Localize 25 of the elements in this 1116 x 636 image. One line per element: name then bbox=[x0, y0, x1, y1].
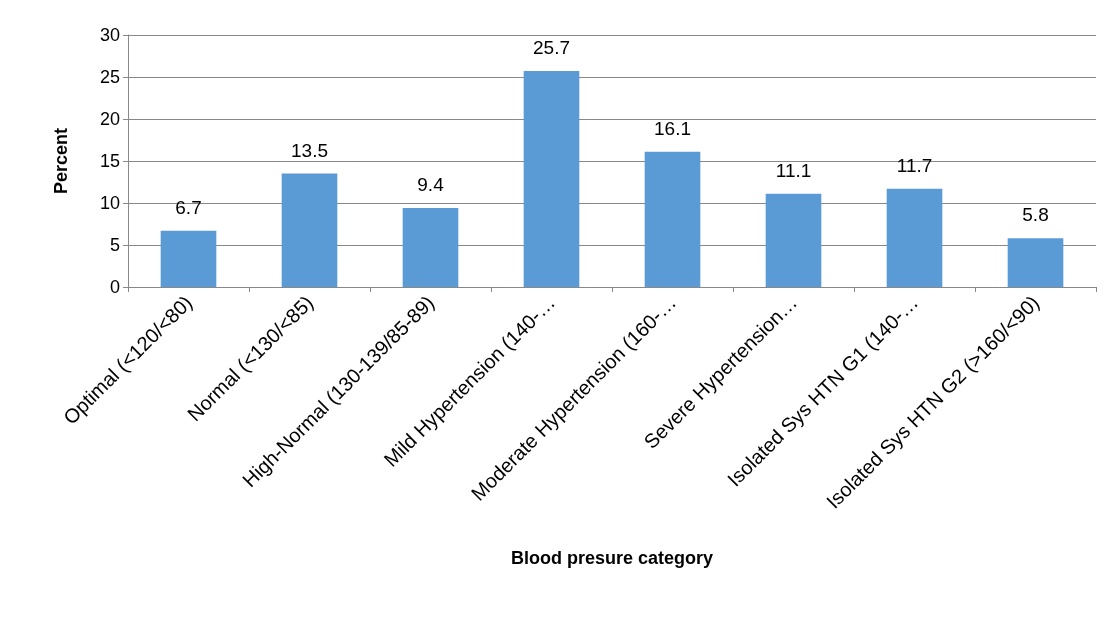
data-label: 11.1 bbox=[775, 159, 812, 181]
y-tick-label: 30 bbox=[99, 25, 120, 45]
bar bbox=[523, 71, 580, 287]
bar bbox=[402, 208, 459, 287]
data-label: 6.7 bbox=[175, 196, 202, 218]
bar bbox=[644, 151, 701, 287]
data-label: 5.8 bbox=[1022, 204, 1049, 226]
bar bbox=[281, 173, 338, 287]
data-label: 11.7 bbox=[896, 154, 933, 176]
bar bbox=[765, 193, 822, 287]
y-tick-label: 20 bbox=[99, 109, 120, 129]
data-label: 16.1 bbox=[654, 117, 691, 139]
data-label: 13.5 bbox=[291, 139, 328, 161]
bar bbox=[886, 188, 943, 287]
bar bbox=[1007, 238, 1064, 287]
y-tick-label: 0 bbox=[109, 277, 120, 297]
bar bbox=[160, 230, 217, 287]
y-axis-title: Percent bbox=[51, 127, 71, 195]
x-axis-title: Blood presure category bbox=[510, 548, 714, 568]
y-tick-label: 5 bbox=[109, 235, 120, 255]
y-tick-label: 15 bbox=[99, 151, 120, 171]
y-tick-label: 25 bbox=[99, 67, 120, 87]
data-label: 9.4 bbox=[417, 174, 445, 196]
y-tick-label: 10 bbox=[99, 193, 120, 213]
data-label: 25.7 bbox=[533, 37, 570, 59]
